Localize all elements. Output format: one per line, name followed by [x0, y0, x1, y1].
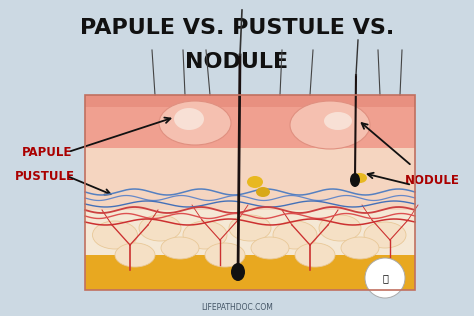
- Ellipse shape: [183, 221, 227, 249]
- Ellipse shape: [161, 237, 199, 259]
- Ellipse shape: [231, 263, 245, 281]
- Ellipse shape: [350, 173, 360, 187]
- Text: PAPULE: PAPULE: [22, 145, 73, 159]
- Bar: [85, 210, 415, 255]
- Ellipse shape: [353, 173, 367, 183]
- Text: 🔬: 🔬: [382, 273, 388, 283]
- Ellipse shape: [115, 243, 155, 267]
- Ellipse shape: [290, 101, 370, 149]
- Bar: [85, 255, 415, 290]
- Text: LIFEPATHDOC.COM: LIFEPATHDOC.COM: [201, 303, 273, 313]
- Text: PUSTULE: PUSTULE: [15, 169, 75, 183]
- Bar: [85, 95, 415, 290]
- Ellipse shape: [341, 237, 379, 259]
- Ellipse shape: [256, 187, 270, 197]
- Text: PAPULE VS. PUSTULE VS.: PAPULE VS. PUSTULE VS.: [80, 18, 394, 38]
- Ellipse shape: [273, 221, 317, 249]
- Ellipse shape: [92, 221, 137, 249]
- Ellipse shape: [229, 215, 271, 241]
- Ellipse shape: [247, 176, 263, 188]
- Bar: [85, 148, 415, 210]
- Ellipse shape: [295, 243, 335, 267]
- Ellipse shape: [139, 215, 181, 241]
- Ellipse shape: [205, 243, 245, 267]
- Ellipse shape: [159, 101, 231, 145]
- Text: NODULE: NODULE: [185, 52, 289, 72]
- Ellipse shape: [319, 215, 361, 241]
- Bar: [85, 95, 415, 148]
- Ellipse shape: [174, 108, 204, 130]
- Ellipse shape: [251, 237, 289, 259]
- Text: NODULE: NODULE: [405, 173, 460, 186]
- Ellipse shape: [364, 222, 406, 248]
- Circle shape: [365, 258, 405, 298]
- Ellipse shape: [324, 112, 352, 130]
- Bar: [85, 95, 415, 107]
